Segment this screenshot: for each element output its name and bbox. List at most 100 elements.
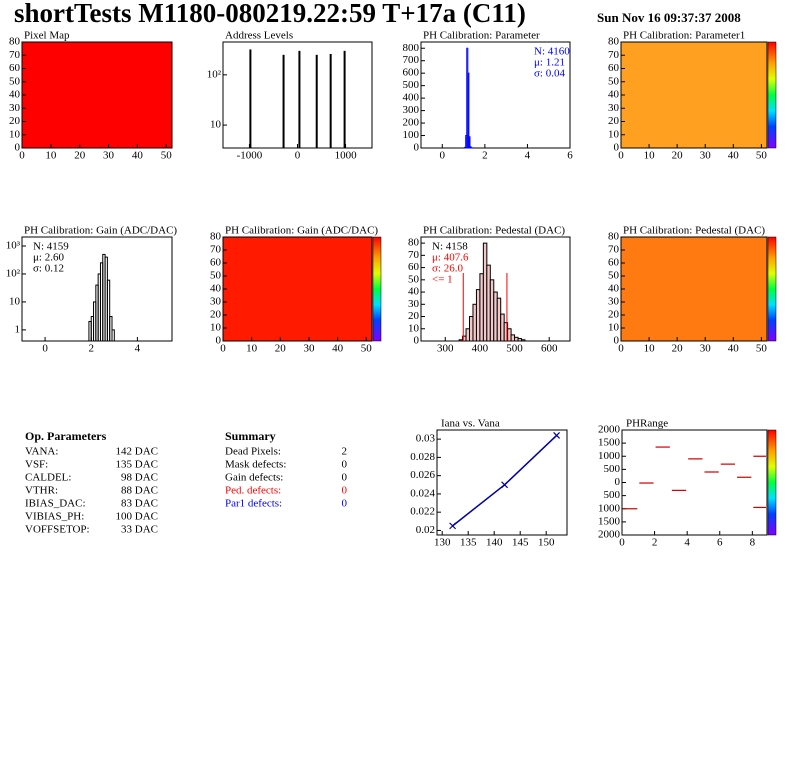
x-tick-label: 20: [74, 150, 86, 162]
y-tick-label: 20: [9, 115, 21, 127]
x-tick-label: 1000: [335, 150, 358, 162]
spike: [282, 54, 285, 149]
stat-text: σ: 0.12: [33, 263, 64, 275]
x-tick-label: 50: [756, 150, 768, 162]
y-tick-label: 60: [408, 261, 420, 273]
y-tick-label: 70: [608, 49, 620, 61]
param-label: CALDEL:: [25, 472, 71, 484]
x-tick-label: 2: [482, 150, 488, 162]
hist-bar: [465, 328, 471, 342]
hist-bar: [469, 316, 474, 342]
x-tick-label: 20: [275, 343, 287, 355]
stat-text: N: 4158: [432, 241, 468, 253]
x-tick-label: 10: [644, 150, 656, 162]
colorbar: [767, 429, 777, 536]
y-tick-label: 0: [615, 476, 621, 488]
y-tick-label: 80: [210, 231, 222, 243]
y-tick-label: 30: [210, 296, 222, 308]
hist-bar: [109, 316, 113, 342]
y-tick-label: 300: [403, 104, 420, 116]
summary-value: 0: [342, 459, 348, 471]
stat-text: σ: 26.0: [432, 263, 463, 275]
x-tick-label: 150: [538, 537, 555, 549]
x-tick-label: 30: [103, 150, 115, 162]
stat-text: <= 1: [432, 274, 453, 286]
y-tick-label: 500: [604, 489, 621, 501]
spike: [343, 50, 346, 148]
y-tick-label: 10: [210, 119, 222, 131]
hist-bar: [475, 289, 481, 342]
y-tick-label: 10: [608, 128, 620, 140]
y-tick-label: 10: [9, 295, 21, 307]
y-tick-label: 50: [9, 75, 21, 87]
x-tick-label: 4: [135, 343, 141, 355]
y-tick-label: 80: [608, 231, 620, 243]
plot-title: PH Calibration: Parameter: [423, 30, 540, 42]
x-tick-label: 6: [567, 150, 573, 162]
x-tick-label: 40: [728, 150, 740, 162]
y-tick-label: 30: [608, 102, 620, 114]
y-tick-label: 0: [216, 335, 222, 347]
summary-value: 2: [342, 446, 348, 458]
param-value: 98 DAC: [121, 472, 158, 484]
spike: [315, 54, 318, 149]
y-tick-label: 80: [9, 36, 21, 48]
point: [449, 522, 457, 530]
y-tick-label: 20: [608, 115, 620, 127]
y-tick-label: 10³: [6, 240, 21, 252]
x-tick-label: 0: [618, 343, 624, 355]
param-label: IBIAS_DAC:: [25, 498, 86, 510]
y-tick-label: 50: [408, 273, 420, 285]
y-tick-label: 0: [15, 142, 21, 154]
param-label: VSF:: [25, 459, 48, 471]
hist-bar: [486, 264, 491, 342]
y-tick-label: 40: [608, 283, 620, 295]
stat-text: N: 4159: [33, 241, 69, 253]
plot-title: PH Calibration: Parameter1: [623, 30, 745, 42]
hist-bar: [106, 279, 111, 342]
y-tick-label: 2000: [598, 424, 621, 436]
x-tick-label: 2: [88, 343, 94, 355]
y-tick-label: 60: [608, 257, 620, 269]
y-tick-label: 500: [403, 79, 420, 91]
hist-bar: [468, 136, 471, 149]
x-tick-label: 0: [19, 150, 25, 162]
x-tick-label: 4: [684, 537, 690, 549]
x-tick-label: 4: [525, 150, 531, 162]
y-tick-label: 400: [403, 92, 420, 104]
hist-bar: [493, 291, 498, 342]
param-value: 135 DAC: [116, 459, 158, 471]
param-value: 142 DAC: [116, 446, 158, 458]
y-tick-label: 80: [408, 237, 420, 249]
x-tick-label: 50: [756, 343, 768, 355]
x-tick-label: 40: [132, 150, 144, 162]
plot-title: Address Levels: [225, 30, 293, 42]
y-tick-label: 100: [403, 129, 420, 141]
hist-bar: [489, 279, 495, 342]
x-tick-label: 0: [295, 150, 301, 162]
y-tick-label: 700: [403, 54, 420, 66]
y-tick-label: 2000: [598, 529, 621, 541]
param-value: 100 DAC: [116, 511, 158, 523]
y-tick-label: 0.03: [416, 433, 436, 445]
x-tick-label: 2: [652, 537, 658, 549]
y-tick-label: 10²: [207, 68, 222, 80]
hist-bar: [520, 339, 526, 342]
x-tick-label: 10: [644, 343, 656, 355]
y-tick-label: 0.028: [410, 451, 435, 463]
y-tick-label: 40: [210, 283, 222, 295]
y-tick-label: 40: [9, 89, 21, 101]
point: [501, 481, 509, 489]
x-tick-label: 10: [45, 150, 57, 162]
plot-frame: [420, 41, 571, 149]
hist-bar: [507, 328, 512, 342]
hist-bar: [500, 313, 505, 342]
hist-bar: [496, 297, 502, 342]
plot-title: PH Calibration: Pedestal (DAC): [423, 225, 565, 237]
y-tick-label: 200: [403, 117, 420, 129]
y-tick-label: 40: [608, 89, 620, 101]
stat-text: μ: 2.60: [33, 252, 64, 264]
x-tick-label: 20: [672, 343, 684, 355]
y-tick-label: 1500: [598, 437, 621, 449]
hist-bar: [458, 339, 464, 342]
